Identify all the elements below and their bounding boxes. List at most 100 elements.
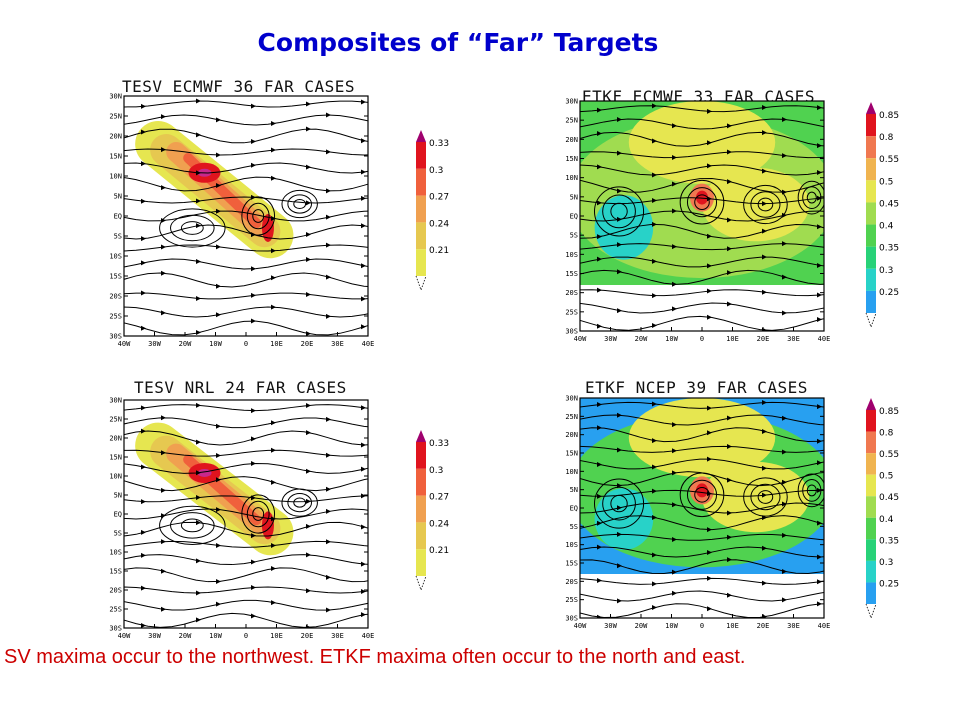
lat-tick-label: 5N xyxy=(114,492,122,500)
colorbar-swatch xyxy=(866,431,876,454)
lat-tick-label: 15N xyxy=(109,454,122,462)
lon-tick-label: 10W xyxy=(209,632,222,640)
lon-tick-label: 0 xyxy=(700,335,704,343)
lon-tick-label: 10E xyxy=(270,340,283,348)
colorbar-label: 0.55 xyxy=(879,450,899,460)
lon-tick-label: 30E xyxy=(331,632,344,640)
colorbar-label: 0.21 xyxy=(429,546,449,556)
panel-title-tesv-nrl: TESV NRL 24 FAR CASES xyxy=(134,378,347,397)
colorbar-label: 0.27 xyxy=(429,493,449,503)
colorbar-swatch xyxy=(866,114,876,137)
colorbar-label: 0.8 xyxy=(879,133,894,143)
lat-tick-label: EQ xyxy=(570,505,578,513)
lat-tick-label: 5S xyxy=(114,233,122,241)
lon-tick-label: 10W xyxy=(665,335,678,343)
colorbar-label: 0.27 xyxy=(429,193,449,203)
lon-tick-label: 40W xyxy=(118,340,131,348)
lon-tick-label: 20W xyxy=(635,622,648,630)
colorbar-swatch xyxy=(866,474,876,497)
colorbar-label: 0.45 xyxy=(879,199,899,209)
lon-tick-label: 30E xyxy=(787,335,800,343)
lat-tick-label: 25N xyxy=(565,117,578,125)
lat-tick-label: EQ xyxy=(114,213,122,221)
map-field xyxy=(124,400,368,628)
colorbar-label: 0.5 xyxy=(879,177,893,187)
lon-tick-label: 40W xyxy=(574,335,587,343)
colorbar-swatch xyxy=(866,560,876,583)
lon-tick-label: 20E xyxy=(757,335,770,343)
lon-tick-label: 30E xyxy=(787,622,800,630)
lat-tick-label: 30S xyxy=(109,333,122,341)
lat-tick-label: 20N xyxy=(565,431,578,439)
colorbar-tesv-ecmwf: 0.33 0.3 0.27 0.24 0.21 xyxy=(415,130,449,292)
lat-tick-label: 20S xyxy=(109,587,122,595)
lat-tick-label: 20S xyxy=(565,578,578,586)
map-field xyxy=(580,398,824,618)
lon-tick-label: 20W xyxy=(179,632,192,640)
colorbar-label: 0.45 xyxy=(879,493,899,503)
colorbar-swatch xyxy=(416,222,426,250)
map-field xyxy=(580,101,824,331)
colorbar-etkf-ecmwf: 0.85 0.8 0.55 0.5 0.45 0.4 0.35 0.3 0.25 xyxy=(865,102,899,329)
lat-tick-label: 15N xyxy=(109,153,122,161)
lat-tick-label: 10S xyxy=(109,549,122,557)
colorbar-etkf-ncep: 0.85 0.8 0.55 0.5 0.45 0.4 0.35 0.3 0.25 xyxy=(865,398,899,620)
lon-tick-label: 30E xyxy=(331,340,344,348)
map-field xyxy=(124,96,368,336)
lon-tick-label: 20E xyxy=(757,622,770,630)
lat-tick-label: 10S xyxy=(109,253,122,261)
lon-tick-label: 10W xyxy=(209,340,222,348)
lat-tick-label: 20N xyxy=(109,133,122,141)
lat-tick-label: 25S xyxy=(565,308,578,316)
colorbar-tesv-nrl: 0.33 0.3 0.27 0.24 0.21 xyxy=(415,430,449,592)
lat-tick-label: 30S xyxy=(565,615,578,623)
colorbar-swatch xyxy=(866,453,876,475)
lon-tick-label: 10E xyxy=(726,335,739,343)
colorbar-label: 0.21 xyxy=(429,246,449,256)
lat-tick-label: 25N xyxy=(565,413,578,421)
lon-tick-label: 20E xyxy=(301,632,314,640)
colorbar-swatch xyxy=(416,195,426,223)
lat-tick-label: 10N xyxy=(565,174,578,182)
colorbar-swatch xyxy=(866,517,876,540)
lat-tick-label: 15S xyxy=(109,568,122,576)
lat-tick-label: 15N xyxy=(565,450,578,458)
lon-tick-label: 40E xyxy=(362,340,375,348)
lat-tick-label: 10S xyxy=(565,251,578,259)
colorbar-label: 0.33 xyxy=(429,439,449,449)
lat-tick-label: 30N xyxy=(565,98,578,106)
colorbar-label: 0.35 xyxy=(879,536,899,546)
colorbar-swatch xyxy=(866,136,876,159)
slide-title: Composites of “Far” Targets xyxy=(257,28,659,57)
lat-tick-label: 5S xyxy=(114,530,122,538)
colorbar-label: 0.3 xyxy=(879,558,893,568)
lat-tick-label: 10N xyxy=(565,468,578,476)
colorbar-swatch xyxy=(866,202,876,225)
lat-tick-label: 30N xyxy=(109,397,122,405)
colorbar-label: 0.24 xyxy=(429,219,449,229)
colorbar-label: 0.4 xyxy=(879,515,894,525)
lat-tick-label: 30N xyxy=(565,395,578,403)
caption: SV maxima occur to the northwest. ETKF m… xyxy=(4,646,746,668)
lon-tick-label: 40W xyxy=(574,622,587,630)
lon-tick-label: 20W xyxy=(179,340,192,348)
colorbar-swatch xyxy=(866,268,876,291)
colorbar-swatch xyxy=(416,522,426,550)
colorbar-label: 0.3 xyxy=(429,166,443,176)
lon-tick-label: 10E xyxy=(726,622,739,630)
colorbar-label: 0.25 xyxy=(879,579,899,589)
lat-tick-label: 5N xyxy=(570,486,578,494)
lon-tick-label: 30W xyxy=(604,335,617,343)
lat-tick-label: 15S xyxy=(565,270,578,278)
panel-title-tesv-ecmwf: TESV ECMWF 36 FAR CASES xyxy=(122,77,356,96)
lat-tick-label: 15N xyxy=(565,155,578,163)
lat-tick-label: 20S xyxy=(109,293,122,301)
lon-tick-label: 40E xyxy=(818,335,831,343)
lat-tick-label: 5N xyxy=(570,193,578,201)
lon-tick-label: 30W xyxy=(148,632,161,640)
colorbar-swatch xyxy=(416,142,426,169)
lat-tick-label: 25S xyxy=(109,313,122,321)
